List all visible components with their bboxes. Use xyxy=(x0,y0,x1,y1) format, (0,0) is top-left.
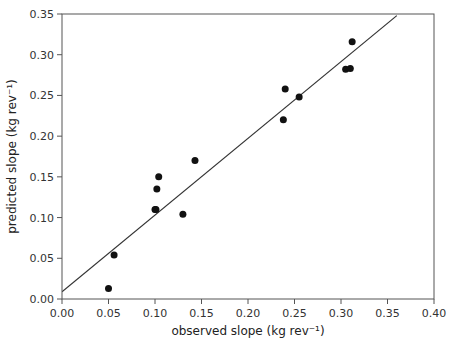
x-tick-label: 0.20 xyxy=(236,307,261,320)
x-tick xyxy=(155,299,156,304)
scatter-point xyxy=(347,65,354,72)
scatter-point xyxy=(152,206,159,213)
plot-frame xyxy=(62,14,434,299)
reference-line xyxy=(62,16,397,292)
x-tick xyxy=(434,299,435,304)
x-axis-label: observed slope (kg rev⁻¹) xyxy=(171,324,324,338)
y-tick xyxy=(57,217,62,218)
y-tick-label: 0.05 xyxy=(30,252,55,265)
x-tick xyxy=(387,299,388,304)
scatter-point xyxy=(155,173,162,180)
y-tick-label: 0.00 xyxy=(30,293,55,306)
x-tick-label: 0.05 xyxy=(96,307,121,320)
y-tick xyxy=(57,54,62,55)
scatter-point xyxy=(280,116,287,123)
y-tick xyxy=(57,176,62,177)
y-tick-label: 0.15 xyxy=(30,171,55,184)
scatter-point xyxy=(111,252,118,259)
x-tick xyxy=(294,299,295,304)
chart-container: 0.00 0.05 0.10 0.15 0.20 0.25 0.30 0.35 0.40 0.00… xyxy=(0,0,450,345)
y-tick xyxy=(57,258,62,259)
x-tick-label: 0.35 xyxy=(375,307,400,320)
y-tick xyxy=(57,299,62,300)
scatter-point xyxy=(191,157,198,164)
x-tick xyxy=(62,299,63,304)
scatter-point xyxy=(296,94,303,101)
y-tick-label: 0.10 xyxy=(30,212,55,225)
scatter-point xyxy=(349,38,356,45)
scatter-point xyxy=(153,186,160,193)
y-axis-label: predicted slope (kg rev⁻¹) xyxy=(5,79,19,234)
x-tick-label: 0.15 xyxy=(189,307,214,320)
x-tick xyxy=(108,299,109,304)
scatter-point xyxy=(179,211,186,218)
x-tick-label: 0.30 xyxy=(329,307,354,320)
x-tick xyxy=(248,299,249,304)
y-tick xyxy=(57,95,62,96)
chart-svg: 0.00 0.05 0.10 0.15 0.20 0.25 0.30 0.35 0.40 0.00… xyxy=(0,0,450,345)
plot-background xyxy=(62,14,434,299)
x-tick xyxy=(341,299,342,304)
axes: 0.00 0.05 0.10 0.15 0.20 0.25 0.30 0.35 0.40 0.00… xyxy=(30,8,447,320)
y-tick xyxy=(57,136,62,137)
scatter-point xyxy=(282,85,289,92)
scatter-point xyxy=(152,206,159,213)
y-tick-label: 0.30 xyxy=(30,49,55,62)
y-tick-label: 0.20 xyxy=(30,130,55,143)
x-tick-label: 0.40 xyxy=(422,307,447,320)
x-tick-label: 0.00 xyxy=(50,307,75,320)
y-tick-label: 0.35 xyxy=(30,8,55,21)
plot-data xyxy=(62,16,397,292)
scatter-point xyxy=(105,285,112,292)
y-tick-label: 0.25 xyxy=(30,89,55,102)
x-tick-label: 0.10 xyxy=(143,307,168,320)
y-tick xyxy=(57,14,62,15)
x-tick-label: 0.25 xyxy=(282,307,307,320)
x-tick xyxy=(201,299,202,304)
